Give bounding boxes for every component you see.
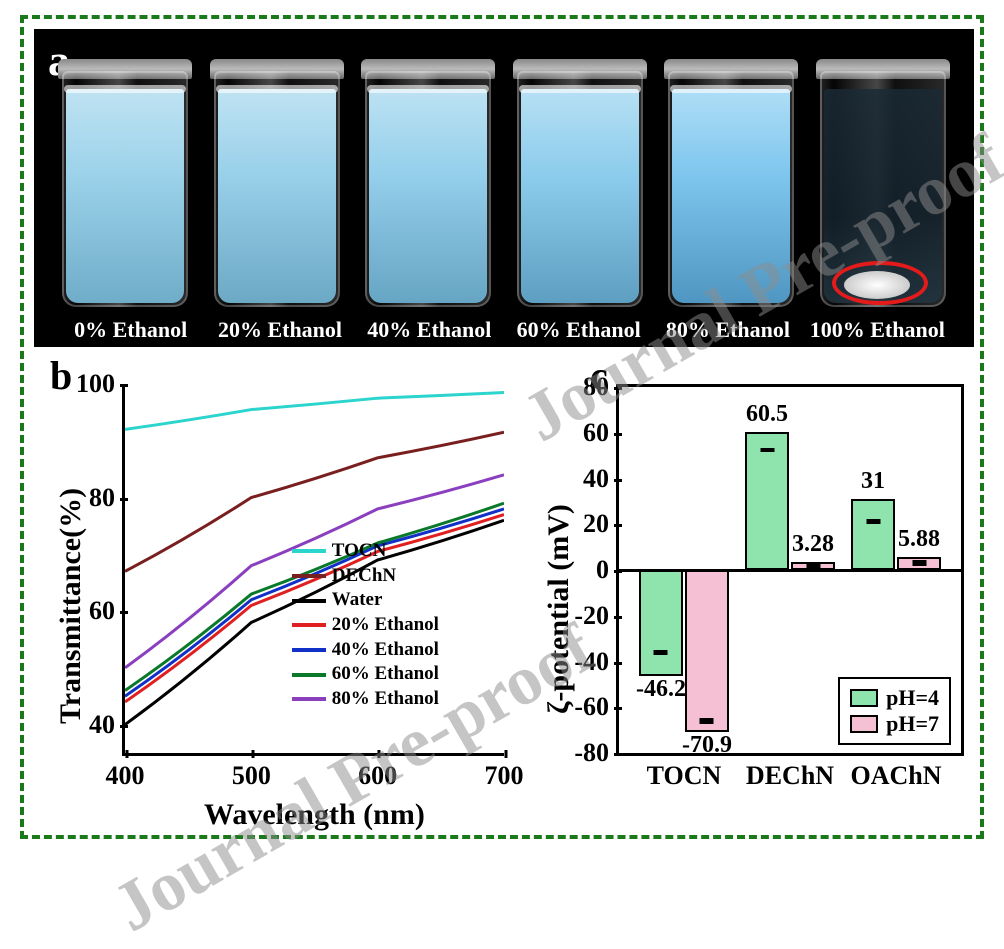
vial-4: [662, 59, 800, 307]
legend-row: pH=4: [850, 685, 939, 711]
vial-meniscus: [64, 85, 186, 93]
vial-2: [359, 59, 497, 307]
legend-label: pH=4: [886, 685, 939, 711]
vial-3: [511, 59, 649, 307]
legend-swatch-pink: [850, 715, 878, 733]
vial-label: 100% Ethanol: [803, 317, 952, 343]
figure-frame: a: [20, 15, 984, 839]
vial-meniscus: [519, 85, 641, 93]
vial-meniscus: [367, 85, 489, 93]
vial-label: 60% Ethanol: [504, 317, 653, 343]
vial-0: [56, 59, 194, 307]
panel-b-label: b: [50, 352, 72, 399]
panel-c-legend: pH=4 pH=7: [838, 677, 951, 745]
panel-b-xlabel: Wavelength (nm): [204, 798, 425, 832]
vial-liquid: [672, 89, 790, 303]
panel-c-chart: c ζ-potential (mV) -46.2-70.960.53.28315…: [524, 354, 974, 832]
vial-label: 80% Ethanol: [653, 317, 802, 343]
panel-b-ylabel: Transmittance(%): [54, 488, 88, 724]
panel-b-legend: TOCNDEChNWater20% Ethanol40% Ethanol60% …: [292, 539, 439, 712]
vial-liquid: [218, 89, 336, 303]
vial-meniscus: [216, 85, 338, 93]
vial-5: [814, 59, 952, 307]
vial-label: 40% Ethanol: [355, 317, 504, 343]
vial-liquid: [66, 89, 184, 303]
legend-label: pH=7: [886, 711, 939, 737]
legend-swatch-green: [850, 689, 878, 707]
vial-label: 20% Ethanol: [205, 317, 354, 343]
vial-liquid: [521, 89, 639, 303]
sediment-ring-annotation: [832, 261, 928, 305]
vial-liquid: [369, 89, 487, 303]
vial-label: 0% Ethanol: [56, 317, 205, 343]
vial-labels: 0% Ethanol 20% Ethanol 40% Ethanol 60% E…: [56, 317, 952, 343]
panel-a-photo: a: [34, 29, 974, 347]
panel-c-ylabel: ζ-potential (mV): [542, 504, 576, 714]
vial-row: [56, 59, 952, 307]
vial-1: [208, 59, 346, 307]
panel-b-plot-area: TOCNDEChNWater20% Ethanol40% Ethanol60% …: [122, 384, 504, 756]
vial-meniscus: [670, 85, 792, 93]
panel-c-plot-area: -46.2-70.960.53.28315.88 pH=4 pH=7 -80-6…: [616, 384, 964, 756]
legend-row: pH=7: [850, 711, 939, 737]
panel-b-chart: b Transmittance(%) Wavelength (nm) TOCND…: [34, 354, 514, 832]
